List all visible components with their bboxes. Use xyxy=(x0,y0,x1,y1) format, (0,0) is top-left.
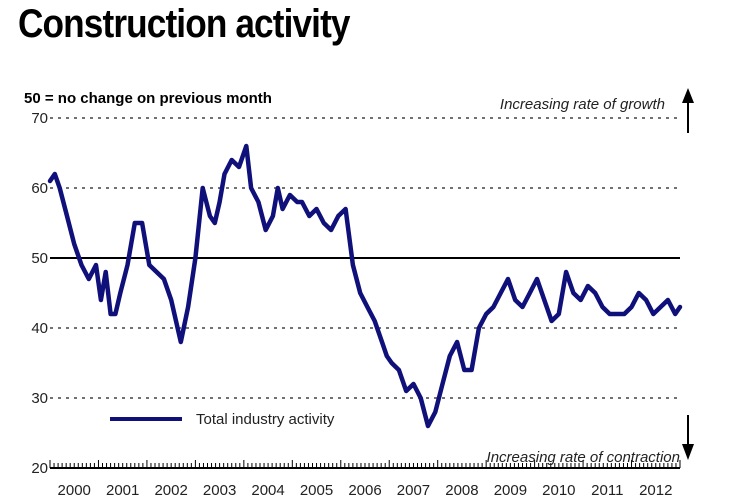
contraction-annotation: Increasing rate of contraction xyxy=(487,449,680,466)
series-line-total-industry-activity xyxy=(47,143,683,429)
y-tick-label: 30 xyxy=(31,390,48,407)
x-tick-label: 2009 xyxy=(494,482,527,499)
x-tick-label: 2008 xyxy=(445,482,478,499)
chart-title: Construction activity xyxy=(18,2,351,46)
x-tick-label: 2010 xyxy=(542,482,575,499)
x-tick-label: 2004 xyxy=(251,482,284,499)
x-tick-label: 2002 xyxy=(154,482,187,499)
y-tick-label: 60 xyxy=(31,180,48,197)
y-tick-label: 20 xyxy=(31,460,48,477)
series-layer xyxy=(47,143,683,429)
x-tick-label: 2011 xyxy=(591,482,623,499)
x-tick-label: 2006 xyxy=(348,482,381,499)
x-tick-label: 2012 xyxy=(639,482,672,499)
down-arrow-icon xyxy=(682,415,694,460)
x-tick-label: 2005 xyxy=(300,482,333,499)
x-axis: 2000 2001 2002 2003 2004 2005 2006 2007 2008 2009… xyxy=(49,460,681,499)
x-tick-label: 2001 xyxy=(106,482,139,499)
y-axis-ticks: 20 30 40 50 60 70 xyxy=(31,110,48,477)
y-tick-label: 40 xyxy=(31,320,48,337)
up-arrow-icon xyxy=(682,88,694,133)
x-tick-label: 2000 xyxy=(58,482,91,499)
x-tick-label: 2003 xyxy=(203,482,236,499)
x-tick-label: 2007 xyxy=(397,482,430,499)
y-tick-label: 70 xyxy=(31,110,48,127)
growth-annotation: Increasing rate of growth xyxy=(500,96,665,113)
legend-label: Total industry activity xyxy=(196,411,335,428)
y-tick-label: 50 xyxy=(31,250,48,267)
chart-subtitle: 50 = no change on previous month xyxy=(24,90,272,107)
gridlines xyxy=(50,117,680,399)
legend: Total industry activity xyxy=(110,411,335,428)
